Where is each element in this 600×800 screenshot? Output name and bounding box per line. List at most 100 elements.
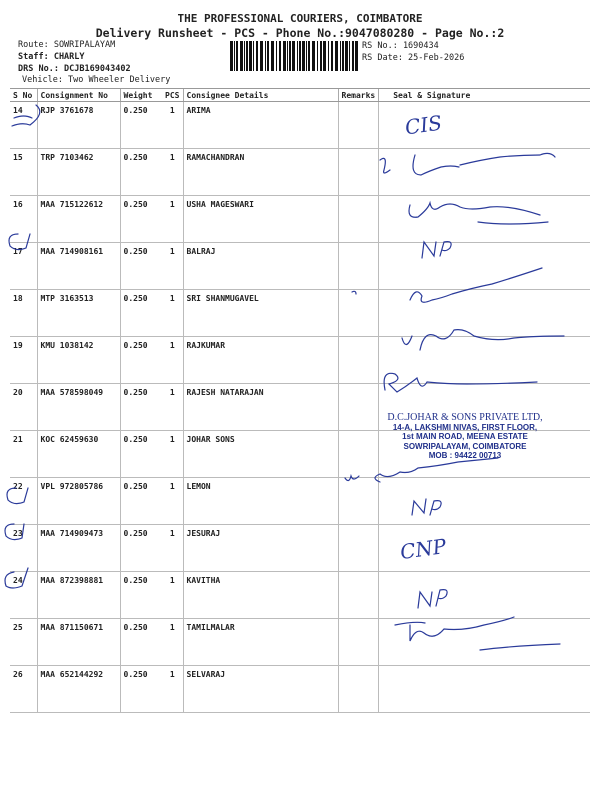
cell-consignee: SRI SHANMUGAVEL [182,289,338,337]
barcode [230,41,358,71]
runsheet-subtitle: Delivery Runsheet - PCS - Phone No.:9047… [95,26,505,40]
barcode-bar [271,41,274,71]
stamp-line: 14-A, LAKSHMI NIVAS, FIRST FLOOR, [392,422,538,432]
cell-sno: 15 [10,148,37,196]
cell-weight: 0.250 [119,618,162,666]
cell-sno: 25 [10,618,37,666]
barcode-bar [267,41,269,71]
cell-seal-signature [378,665,590,713]
cell-consignee: JOHAR SONS [182,430,338,478]
cell-sno: 20 [10,383,37,431]
barcode-bar [308,41,310,71]
cell-weight: 0.250 [119,571,162,619]
barcode-bar [283,41,286,71]
cell-pcs: 1 [162,665,183,713]
stamp-line: D.C.JOHAR & SONS PRIVATE LTD, [387,412,543,423]
cell-remarks [337,524,379,572]
cell-seal-signature [378,477,590,525]
col-seal: Seal & Signature [378,88,590,102]
barcode-bar [253,41,254,71]
barcode-bar [320,41,322,71]
table-row: 15 TRP 7103462 0.250 1 RAMACHANDRAN [10,148,590,196]
cell-weight: 0.250 [119,101,162,149]
cell-seal-signature [378,336,590,384]
table-row: 23 MAA 714909473 0.250 1 JESURAJ [10,524,590,572]
cell-weight: 0.250 [119,524,162,572]
cell-consignee: SELVARAJ [182,665,338,713]
cell-remarks [337,195,379,243]
cell-sno: 18 [10,289,37,337]
cell-consignment: KMU 1038142 [36,336,120,384]
cell-seal-signature [378,148,590,196]
barcode-bar [246,41,248,71]
cell-seal-signature [378,618,590,666]
cell-remarks [337,618,379,666]
cell-pcs: 1 [162,571,183,619]
barcode-bar [317,41,318,71]
cell-sno: 14 [10,101,37,149]
cell-pcs: 1 [162,289,183,337]
col-remarks: Remarks [337,88,379,102]
barcode-bar [244,41,245,71]
cell-sno: 22 [10,477,37,525]
barcode-bar [236,41,238,71]
cell-consignment: RJP 3761678 [36,101,120,149]
cell-consignment: TRP 7103462 [36,148,120,196]
table-row: 14 RJP 3761678 0.250 1 ARIMA [10,101,590,149]
barcode-bar [312,41,315,71]
cell-consignment: MAA 715122612 [36,195,120,243]
cell-remarks [337,242,379,290]
cell-pcs: 1 [162,430,183,478]
barcode-bar [355,41,358,71]
cell-seal-signature [378,289,590,337]
rs-date: RS Date: 25-Feb-2026 [362,53,465,63]
cell-remarks [337,571,379,619]
barcode-bar [328,41,329,71]
cell-consignment: MTP 3163513 [36,289,120,337]
cell-seal-signature [378,195,590,243]
barcode-bar [240,41,243,71]
cell-pcs: 1 [162,195,183,243]
company-stamp: D.C.JOHAR & SONS PRIVATE LTD, 14-A, LAKS… [365,413,565,461]
cell-consignment: MAA 578598049 [36,383,120,431]
cell-consignment: MAA 652144292 [36,665,120,713]
cell-weight: 0.250 [119,665,162,713]
cell-remarks [337,148,379,196]
cell-consignee: ARIMA [182,101,338,149]
cell-weight: 0.250 [119,289,162,337]
cell-remarks [337,665,379,713]
cell-seal-signature [378,571,590,619]
cell-pcs: 1 [162,477,183,525]
cell-consignee: BALRAJ [182,242,338,290]
cell-sno: 24 [10,571,37,619]
barcode-bar [265,41,266,71]
table-row: 25 MAA 871150671 0.250 1 TAMILMALAR [10,618,590,666]
stamp-line: SOWRIPALAYAM, COIMBATORE [403,441,527,451]
table-row: 18 MTP 3163513 0.250 1 SRI SHANMUGAVEL [10,289,590,337]
barcode-bar [292,41,295,71]
barcode-bar [331,41,333,71]
table-row: 17 MAA 714908161 0.250 1 BALRAJ [10,242,590,290]
barcode-bar [230,41,233,71]
cell-consignee: LEMON [182,477,338,525]
table-row: 16 MAA 715122612 0.250 1 USHA MAGESWARI [10,195,590,243]
barcode-bar [323,41,326,71]
cell-consignee: RAJKUMAR [182,336,338,384]
cell-pcs: 1 [162,618,183,666]
cell-pcs: 1 [162,336,183,384]
barcode-bar [297,41,298,71]
cell-pcs: 1 [162,524,183,572]
barcode-bar [345,41,348,71]
stamp-line: MOB : 94422 00713 [428,451,502,460]
cell-seal-signature [378,101,590,149]
col-sno: S No [10,88,37,102]
barcode-bar [335,41,338,71]
barcode-bar [279,41,281,71]
col-consignee: Consignee Details [182,88,338,102]
cell-seal-signature [378,524,590,572]
cell-sno: 26 [10,665,37,713]
table-row: 19 KMU 1038142 0.250 1 RAJKUMAR [10,336,590,384]
barcode-bar [276,41,277,71]
barcode-bar [234,41,235,71]
table-row: 24 MAA 872398881 0.250 1 KAVITHA [10,571,590,619]
